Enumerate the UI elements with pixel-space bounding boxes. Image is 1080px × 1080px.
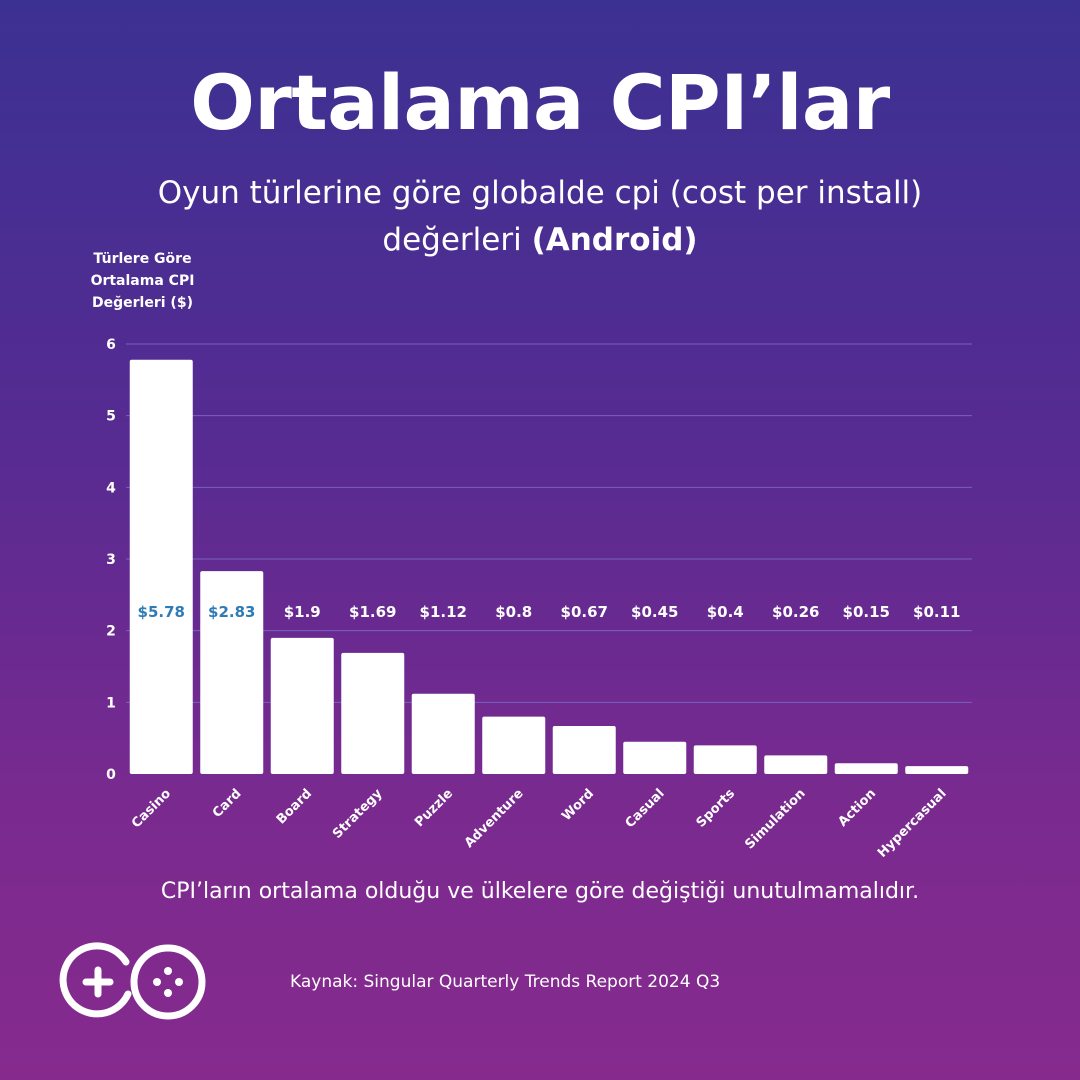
data-label: $2.83 [208,603,255,621]
bar-puzzle [411,693,475,774]
x-tick-label: Strategy [330,786,386,842]
x-tick-label: Casino [129,786,174,831]
bar-strategy [341,652,405,774]
x-tick-label: Simulation [742,786,808,852]
x-tick-label: Puzzle [412,786,456,830]
x-tick-label: Hypercasual [875,786,950,861]
y-tick-label: 0 [106,767,116,783]
x-tick-label: Board [274,786,315,827]
data-label: $0.45 [631,603,678,621]
data-label: $5.78 [138,603,185,621]
data-label: $1.12 [420,603,467,621]
y-axis-ticks: 0 1 2 3 4 5 6 [106,337,116,783]
bar-chart: 0 1 2 3 4 5 6 $5.78 $2.83 $1.9 $1.69 $1.12 $0.8 $0.6… [106,337,972,861]
source-citation: Kaynak: Singular Quarterly Trends Report… [290,972,721,992]
page-title: Ortalama CPI’lar [190,58,890,147]
bar-card [200,571,264,774]
grid-lines [126,343,972,703]
data-label: $0.4 [707,603,744,621]
y-tick-label: 1 [106,695,116,711]
data-label: $0.26 [772,603,819,621]
go-gamepad-logo-icon [58,940,208,1028]
subtitle: Oyun türlerine göre globalde cpi (cost p… [100,170,980,264]
bar-word [552,725,616,774]
y-axis-label: Türlere Göre Ortalama CPI Değerleri ($) [90,251,195,311]
data-label: $0.8 [495,603,532,621]
data-label: $0.15 [843,603,890,621]
bar-board [270,637,334,774]
x-tick-label: Sports [694,786,739,831]
data-labels: $5.78 $2.83 $1.9 $1.69 $1.12 $0.8 $0.67 $0.45 $0… [138,603,961,621]
x-tick-label: Adventure [462,786,527,851]
subtitle-text: Oyun türlerine göre globalde cpi (cost p… [157,175,923,258]
bar-simulation [764,755,828,774]
x-tick-label: Action [836,786,880,830]
y-tick-label: 2 [106,624,116,640]
bar-action [834,763,898,774]
bar-hypercasual [905,766,969,774]
data-label: $1.69 [349,603,396,621]
x-tick-label: Card [210,786,245,821]
y-tick-label: 5 [106,409,116,425]
data-label: $0.11 [913,603,960,621]
x-tick-label: Word [559,786,597,824]
bar-adventure [482,716,546,774]
footnote: CPI’ların ortalama olduğu ve ülkelere gö… [160,879,920,904]
bar-casual [623,741,687,774]
x-tick-label: Casual [623,786,668,831]
y-tick-label: 3 [106,552,116,568]
bar-sports [693,745,757,774]
y-tick-label: 4 [106,480,116,496]
data-label: $1.9 [284,603,321,621]
data-label: $0.67 [561,603,608,621]
x-axis-ticks: Casino Card Board Strategy Puzzle Adventure Wo… [129,786,950,861]
subtitle-platform: (Android) [531,222,698,258]
y-tick-label: 6 [106,337,116,353]
bars [129,359,969,774]
bar-casino [129,359,193,774]
